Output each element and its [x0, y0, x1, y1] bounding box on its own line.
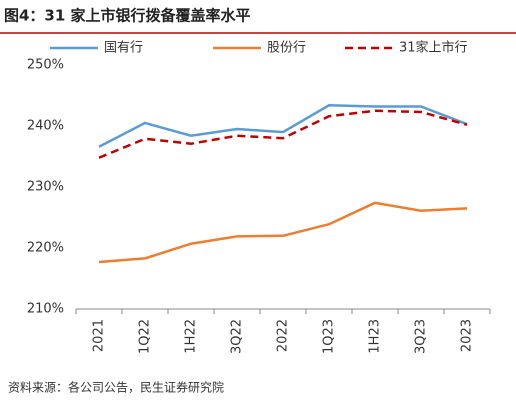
y-tick-label: 240% [27, 119, 64, 134]
x-tick-label: 1Q23 [322, 319, 337, 354]
legend-label: 31家上市行 [399, 40, 468, 56]
x-tick-label: 3Q23 [414, 319, 429, 354]
y-tick-label: 210% [27, 302, 64, 317]
legend-label: 国有行 [104, 41, 143, 56]
x-tick-label: 2022 [276, 319, 291, 352]
x-tick-label: 1Q22 [138, 319, 153, 354]
series-line [98, 201, 468, 264]
x-tick-label: 1H22 [184, 319, 199, 354]
legend-label: 股份行 [267, 41, 306, 56]
x-tick-label: 3Q22 [230, 319, 245, 354]
y-tick-label: 250% [27, 58, 64, 73]
x-tick-label: 2021 [92, 319, 107, 352]
series-line [98, 104, 468, 148]
chart-title: 图4：31 家上市银行拨备覆盖率水平 [4, 7, 251, 25]
x-tick-label: 1H23 [368, 319, 383, 354]
series-line [98, 109, 468, 159]
source-note: 资料来源：各公司公告，民生证券研究院 [8, 380, 224, 395]
x-tick-label: 2023 [460, 319, 475, 352]
y-tick-label: 220% [27, 241, 64, 256]
y-tick-label: 230% [27, 180, 64, 195]
